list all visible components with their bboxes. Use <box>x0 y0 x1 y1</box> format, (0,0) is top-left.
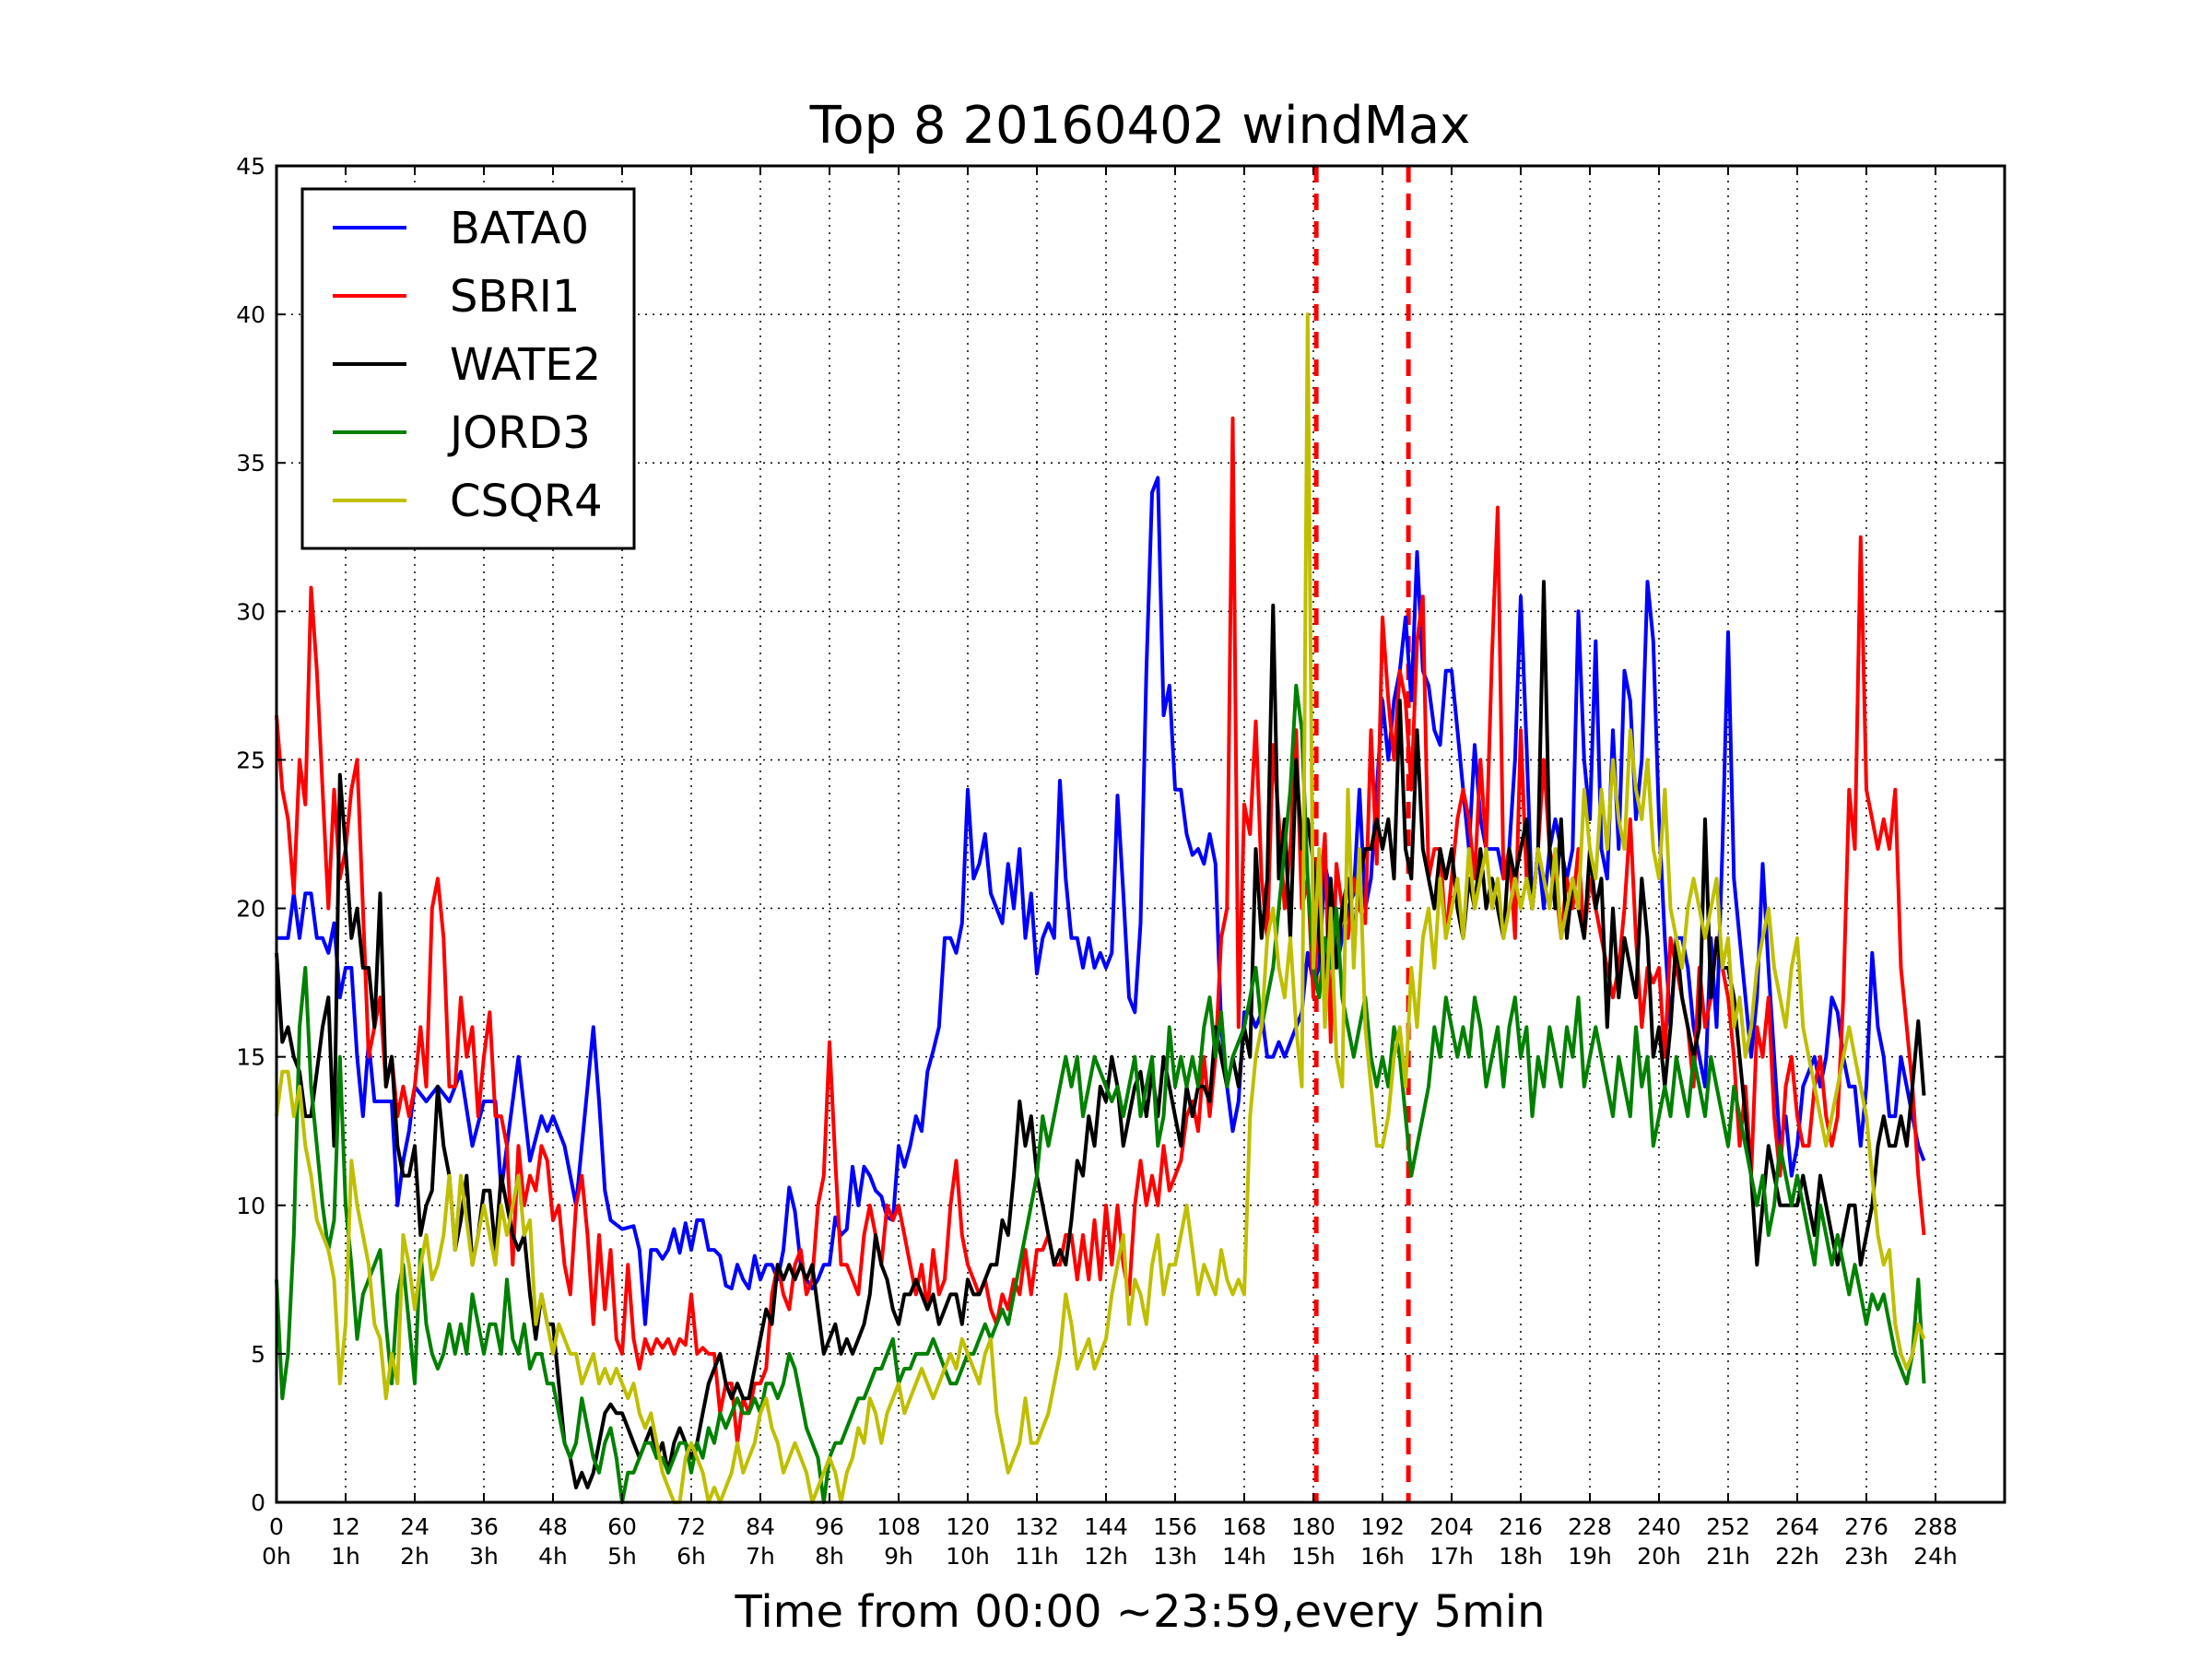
x-tick-sublabel: 1h <box>331 1543 360 1570</box>
legend-box <box>300 187 636 550</box>
x-tick-sublabel: 2h <box>400 1543 429 1570</box>
x-tick-sublabel: 10h <box>946 1543 990 1570</box>
x-tick-sublabel: 22h <box>1775 1543 1819 1570</box>
x-tick-label: 144 <box>1084 1513 1128 1540</box>
series-line-wate2 <box>275 580 1926 1489</box>
x-tick-label: 36 <box>469 1513 499 1540</box>
x-tick-label: 132 <box>1015 1513 1059 1540</box>
x-tick-label: 168 <box>1222 1513 1266 1540</box>
x-tick-label: 24 <box>400 1513 429 1540</box>
x-tick-sublabel: 21h <box>1706 1543 1750 1570</box>
x-tick-label: 96 <box>815 1513 844 1540</box>
x-tick-label: 60 <box>607 1513 637 1540</box>
chart-title: Top 8 20160402 windMax <box>809 96 1471 156</box>
x-tick-label: 264 <box>1775 1513 1819 1540</box>
y-tick-label: 15 <box>236 1044 265 1071</box>
x-tick-sublabel: 5h <box>607 1543 637 1570</box>
x-tick-label: 228 <box>1568 1513 1612 1540</box>
legend-label: BATA0 <box>450 203 589 254</box>
x-tick-sublabel: 0h <box>262 1543 291 1570</box>
x-tick-sublabel: 6h <box>677 1543 706 1570</box>
y-tick-label: 25 <box>236 747 265 773</box>
y-tick-label: 35 <box>236 450 265 477</box>
x-axis-label: Time from 00:00 ~23:59,every 5min <box>735 1586 1546 1638</box>
x-tick-sublabel: 24h <box>1913 1543 1958 1570</box>
x-tick-label: 12 <box>331 1513 360 1540</box>
y-tick-label: 10 <box>236 1193 265 1219</box>
x-tick-sublabel: 3h <box>469 1543 499 1570</box>
x-tick-sublabel: 4h <box>538 1543 568 1570</box>
x-tick-label: 0 <box>269 1513 284 1540</box>
legend: BATA0 SBRI1 WATE2 JORD3 CSQR4 <box>300 187 636 550</box>
series-line-csqr4 <box>275 312 1926 1504</box>
x-tick-label: 84 <box>746 1513 775 1540</box>
x-tick-label: 216 <box>1499 1513 1543 1540</box>
x-tick-label: 204 <box>1430 1513 1474 1540</box>
x-tick-sublabel: 7h <box>746 1543 775 1570</box>
series-line-bata0 <box>276 476 1926 1326</box>
x-tick-sublabel: 15h <box>1291 1543 1335 1570</box>
x-tick-label: 72 <box>677 1513 706 1540</box>
series-line-jord3 <box>275 683 1926 1504</box>
series-group <box>275 312 1926 1504</box>
plot-frame <box>275 164 2006 1504</box>
x-tick-sublabel: 11h <box>1015 1543 1059 1570</box>
y-tick-label: 30 <box>236 598 265 625</box>
x-tick-sublabel: 9h <box>884 1543 913 1570</box>
x-tick-sublabel: 17h <box>1430 1543 1474 1570</box>
y-axis: 0 5 10 15 20 25 30 35 40 45 <box>236 153 2005 1516</box>
x-tick-label: 120 <box>946 1513 990 1540</box>
legend-label: SBRI1 <box>450 271 580 323</box>
x-tick-sublabel: 12h <box>1084 1543 1128 1570</box>
x-axis: 0 0h 12 1h 24 2h 36 3h 48 4h 60 5h 72 6h 84 7h 96 8h 108 9h… <box>262 166 1958 1570</box>
x-tick-sublabel: 23h <box>1844 1543 1888 1570</box>
y-tick-label: 40 <box>236 301 265 328</box>
x-tick-sublabel: 16h <box>1360 1543 1405 1570</box>
legend-label: CSQR4 <box>450 476 603 527</box>
x-tick-label: 180 <box>1291 1513 1335 1540</box>
x-tick-label: 48 <box>538 1513 568 1540</box>
legend-label: JORD3 <box>447 407 591 459</box>
x-tick-sublabel: 19h <box>1568 1543 1612 1570</box>
x-tick-label: 276 <box>1844 1513 1888 1540</box>
x-tick-label: 192 <box>1360 1513 1405 1540</box>
y-tick-label: 5 <box>251 1341 265 1368</box>
x-tick-label: 252 <box>1706 1513 1750 1540</box>
x-tick-sublabel: 14h <box>1222 1543 1266 1570</box>
legend-label: WATE2 <box>450 339 601 391</box>
x-tick-sublabel: 20h <box>1637 1543 1681 1570</box>
x-tick-sublabel: 8h <box>815 1543 844 1570</box>
x-tick-label: 156 <box>1153 1513 1197 1540</box>
x-tick-label: 108 <box>877 1513 921 1540</box>
x-tick-sublabel: 18h <box>1499 1543 1543 1570</box>
x-tick-label: 240 <box>1637 1513 1681 1540</box>
y-tick-label: 0 <box>251 1489 265 1516</box>
y-tick-label: 20 <box>236 896 265 923</box>
y-tick-label: 45 <box>236 153 265 180</box>
reference-lines <box>1313 166 1411 1502</box>
x-tick-label: 288 <box>1913 1513 1958 1540</box>
x-tick-sublabel: 13h <box>1153 1543 1197 1570</box>
